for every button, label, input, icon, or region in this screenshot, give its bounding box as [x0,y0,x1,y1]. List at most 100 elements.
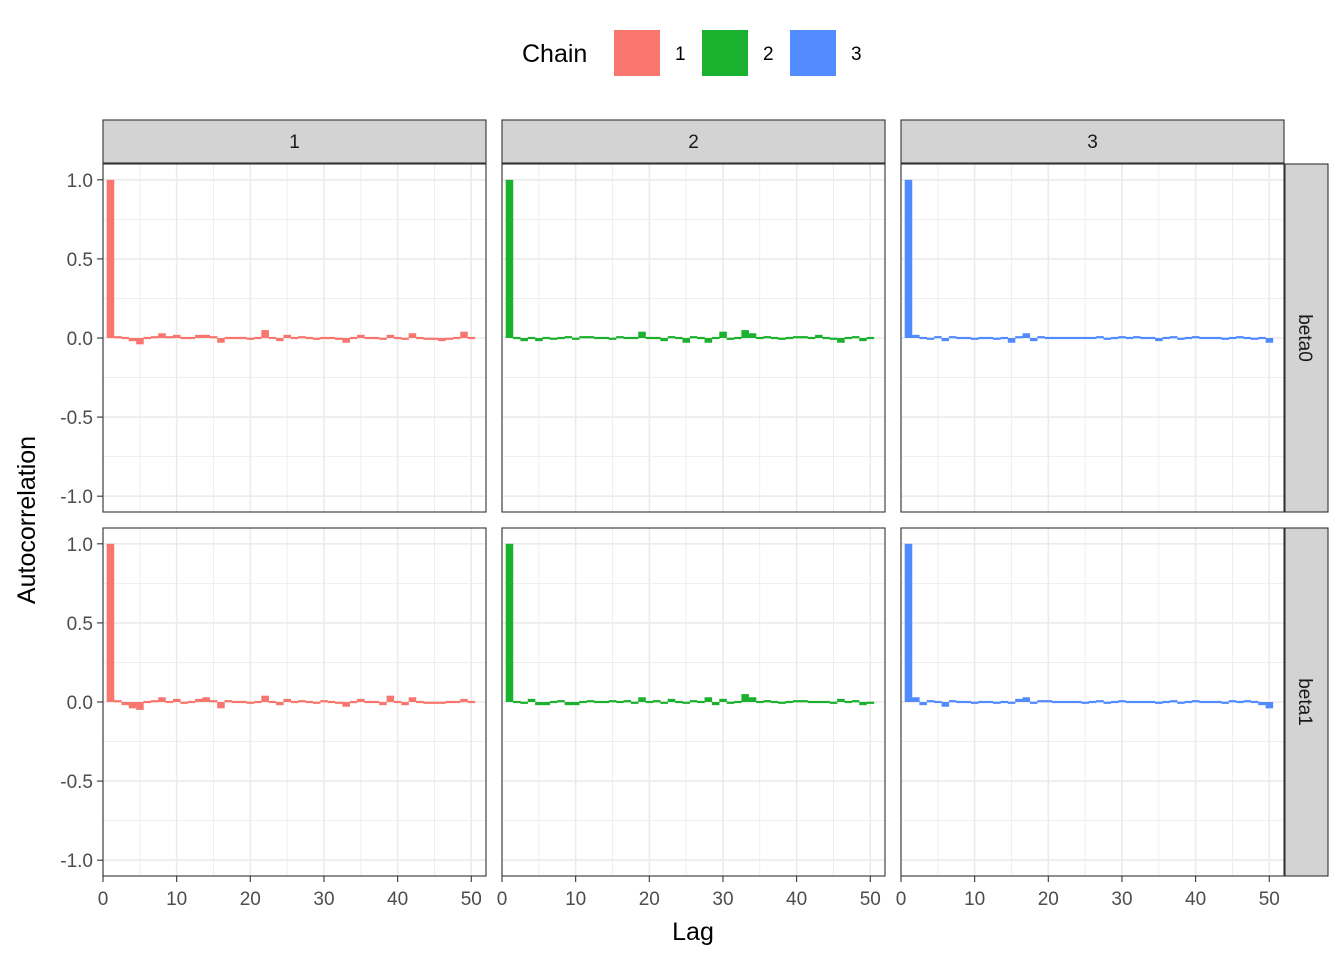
bar-lag-36 [1162,336,1171,340]
legend-swatch-1 [614,30,660,76]
bar-lag-22 [261,330,269,338]
bar-lag-37 [371,336,380,340]
x-tick-label: 10 [166,889,187,910]
bar-lag-21 [652,700,661,703]
bar-lag-31 [726,337,735,340]
bar-lag-10 [571,337,580,340]
bar-lag-29 [711,702,720,706]
legend-entry-2: 2 [702,30,774,76]
bar-lag-35 [1155,338,1163,342]
bar-lag-48 [851,336,860,339]
bar-lag-7 [948,336,957,339]
bar-lag-45 [430,337,439,340]
bar-lag-44 [423,337,431,340]
bar-lag-38 [778,701,786,704]
bar-lag-44 [1221,337,1229,340]
bar-lag-26 [290,700,299,704]
bar-lag-42 [1206,336,1215,340]
bar-lag-20 [246,337,255,340]
bar-lag-28 [704,697,713,702]
bar-lag-24 [675,336,683,340]
bar-lag-20 [645,700,654,704]
panel-beta0-chain-2 [501,163,886,513]
bar-lag-35 [357,334,365,338]
bar-lag-21 [253,700,262,704]
bar-lag-48 [452,700,461,704]
strip-row-beta0-label: beta0 [1294,314,1315,362]
bar-lag-23 [1066,700,1075,704]
bar-lag-41 [800,336,808,339]
bar-lag-26 [689,700,698,703]
bar-lag-40 [1191,336,1200,339]
bar-lag-23 [1066,336,1075,340]
bar-lag-11 [180,701,188,704]
bar-lag-25 [283,334,292,338]
bar-lag-16 [616,700,624,704]
bar-lag-46 [1236,336,1244,339]
bar-lag-11 [579,336,587,339]
bar-lag-26 [689,336,698,339]
x-tick-label: 40 [387,889,408,910]
bar-lag-47 [1243,700,1252,703]
bar-lag-24 [675,700,683,704]
bar-lag-9 [564,336,573,339]
bar-lag-14 [1000,336,1008,340]
bar-lag-38 [778,337,786,340]
bar-lag-28 [305,700,314,704]
panel-beta1-chain-1: -1.0 -0.5 0.0 0.5 1.0 0 10 20 30 40 50 [60,527,487,910]
bar-lag-38 [1177,701,1185,704]
bar-lag-27 [298,336,306,339]
bar-lag-44 [822,700,830,704]
bar-lag-48 [1250,700,1259,704]
bar-lag-12 [586,336,595,339]
bar-lag-29 [312,337,321,340]
bar-lag-34 [349,336,358,340]
bar-lag-29 [1110,700,1119,704]
bar-lag-36 [364,336,373,340]
y-tick-label: 0.0 [67,693,93,714]
bar-lag-15 [608,337,617,340]
bar-lag-33 [1140,700,1148,704]
bar-lag-30 [320,336,328,340]
bar-lag-16 [1015,336,1023,339]
bar-lag-47 [445,337,454,340]
bar-lag-45 [1228,336,1237,340]
x-tick-label: 50 [461,889,482,910]
x-tick-label: 20 [639,889,660,910]
bar-lag-1 [904,543,913,702]
bar-lag-21 [1051,336,1060,340]
panel-beta1-chain-3: 0 10 20 30 40 50 [896,527,1285,910]
bar-lag-16 [616,336,624,339]
x-tick-label: 0 [98,889,109,910]
bar-lag-28 [1103,701,1112,704]
strip-col-3-label: 3 [1087,132,1098,153]
bar-lag-42 [807,336,816,340]
x-tick-label: 10 [565,889,586,910]
bar-lag-28 [305,336,314,340]
bar-lag-41 [800,700,808,703]
bar-lag-2 [114,336,122,339]
bar-lag-45 [829,701,838,704]
y-tick-label: 1.0 [67,535,93,556]
strip-col-1 [102,119,487,164]
bar-lag-49 [1258,702,1266,706]
bar-lag-18 [630,336,639,340]
x-tick-label: 0 [896,889,907,910]
bar-lag-9 [963,700,972,704]
bar-lag-32 [335,337,343,340]
bar-lag-17 [1022,333,1031,338]
bar-lag-31 [327,700,336,704]
legend-entry-1: 1 [614,30,686,76]
bar-lag-45 [430,701,439,704]
bar-lag-44 [822,336,830,340]
bar-lag-3 [520,338,528,342]
bar-lag-41 [1199,336,1207,340]
bar-lag-30 [719,331,727,338]
bar-lag-13 [594,336,602,340]
bar-lag-48 [1250,337,1259,340]
bar-lag-25 [1081,336,1090,340]
bar-lag-7 [549,337,558,340]
bar-lag-17 [224,336,233,340]
bar-lag-6 [542,336,551,340]
